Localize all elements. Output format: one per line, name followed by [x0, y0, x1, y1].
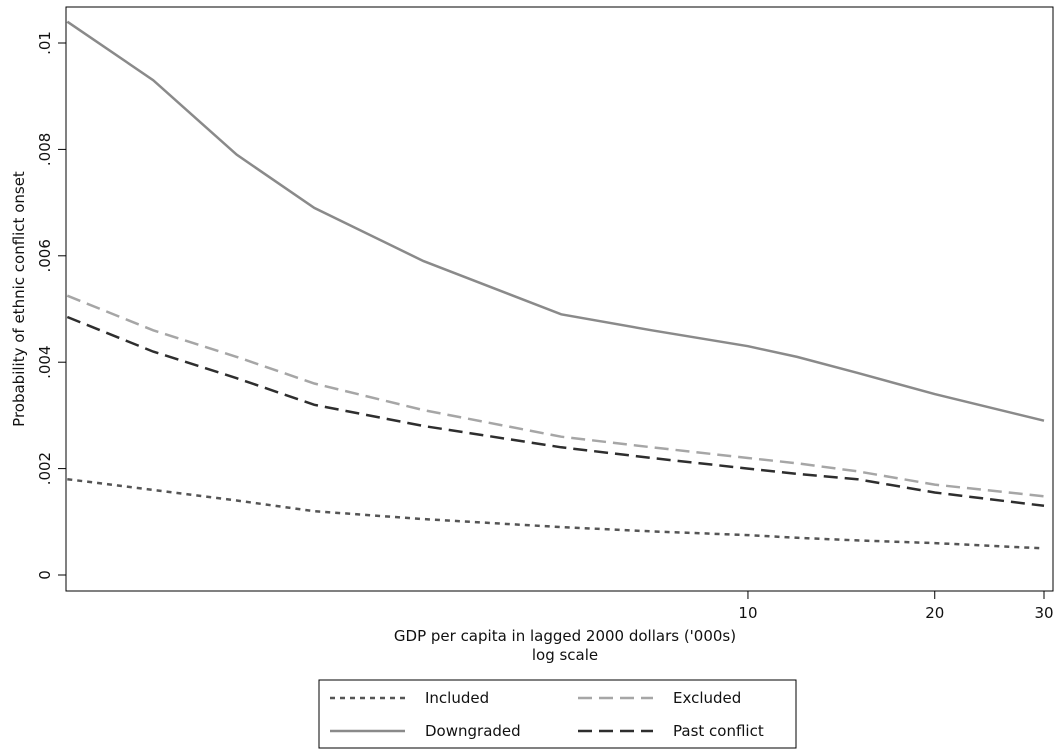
- y-tick-label: .006: [36, 239, 54, 272]
- x-tick-label: 10: [738, 604, 757, 622]
- y-tick-label: .008: [36, 133, 54, 166]
- x-tick-label: 30: [1034, 604, 1053, 622]
- x-axis-title: GDP per capita in lagged 2000 dollars ('…: [394, 627, 736, 645]
- legend-label-downgraded: Downgraded: [425, 722, 521, 740]
- x-axis: 10 20 30: [738, 591, 1054, 622]
- series-line-downgraded: [66, 20, 1045, 422]
- y-axis-title: Probability of ethnic conflict onset: [10, 171, 28, 427]
- legend-label-excluded: Excluded: [673, 689, 741, 707]
- legend-box: [318, 679, 797, 749]
- series-line-included: [67, 477, 1045, 550]
- y-axis: 0 .002 .004 .006 .008 .01: [36, 31, 66, 580]
- y-tick-label: .004: [36, 345, 54, 378]
- series-line-past-conflict: [66, 315, 1045, 508]
- series-line-excluded: [66, 294, 1045, 498]
- y-tick-label: 0: [36, 570, 54, 580]
- y-tick-label: .002: [36, 452, 54, 485]
- legend-label-included: Included: [425, 689, 489, 707]
- legend-label-past-conflict: Past conflict: [673, 722, 764, 740]
- legend: Included Excluded Downgraded Past conflict: [318, 679, 797, 749]
- series-layer: [66, 20, 1045, 550]
- x-tick-label: 20: [925, 604, 944, 622]
- x-axis-subtitle: log scale: [532, 646, 598, 664]
- y-tick-label: .01: [36, 31, 54, 55]
- plot-frame: [65, 6, 1054, 592]
